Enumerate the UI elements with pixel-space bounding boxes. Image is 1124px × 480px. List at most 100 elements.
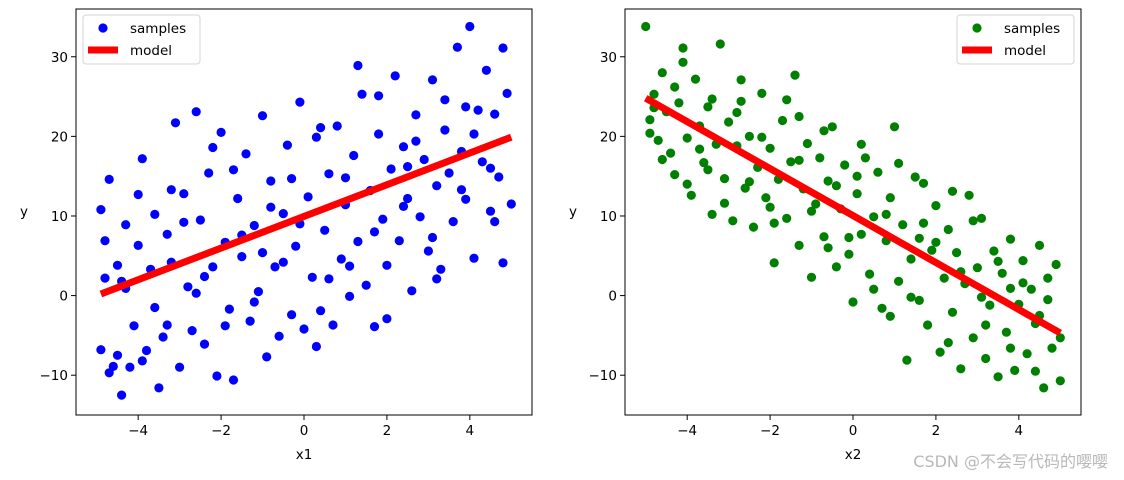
data-point (427, 232, 438, 243)
data-point (415, 212, 425, 222)
data-point (191, 288, 201, 298)
data-point (976, 213, 987, 223)
y-tick-label: 10 (51, 209, 68, 225)
data-point (819, 232, 829, 242)
data-point (844, 249, 854, 259)
data-point (345, 261, 355, 271)
data-point (678, 57, 688, 67)
data-point (885, 193, 895, 203)
data-point (382, 314, 392, 324)
watermark: CSDN @不会写代码的嘤嘤 (913, 452, 1108, 471)
data-point (910, 172, 920, 182)
data-point (266, 202, 276, 212)
data-point (794, 240, 804, 250)
data-point (1047, 343, 1057, 353)
data-point (278, 209, 288, 219)
legend: samples model (956, 14, 1075, 65)
data-point (498, 43, 508, 53)
data-point (270, 262, 280, 272)
y-tick-label: −10 (40, 368, 69, 384)
y-tick-label: 0 (59, 289, 68, 305)
data-point (947, 186, 958, 196)
data-point (170, 118, 181, 128)
data-point (295, 97, 305, 107)
data-point (794, 155, 804, 165)
data-point (935, 347, 945, 357)
data-point (407, 286, 417, 296)
data-point (923, 320, 933, 330)
data-point (806, 272, 817, 282)
x-tick-label: 0 (300, 423, 309, 439)
data-point (361, 280, 371, 290)
data-point (968, 216, 978, 226)
data-point (112, 260, 123, 270)
data-point (869, 212, 879, 222)
data-point (465, 21, 475, 32)
data-point (757, 132, 767, 142)
data-point (653, 135, 663, 145)
data-point (728, 216, 738, 226)
x-tick-label: 0 (849, 423, 858, 439)
data-point (956, 364, 966, 374)
data-point (931, 201, 941, 211)
data-point (686, 190, 696, 200)
data-point (823, 243, 833, 253)
data-point (831, 181, 842, 191)
data-point (440, 95, 450, 105)
data-point (183, 282, 193, 292)
data-point (997, 268, 1007, 278)
data-point (1005, 283, 1016, 293)
data-point (1001, 327, 1012, 337)
data-point (320, 225, 330, 235)
data-point (931, 237, 941, 247)
y-tick-label: 20 (51, 129, 68, 145)
x-tick-label: −2 (760, 423, 780, 439)
data-point (224, 304, 234, 314)
data-point (249, 297, 259, 307)
legend: samples model (82, 14, 201, 65)
data-point (494, 172, 504, 182)
data-point (736, 75, 746, 85)
data-point (682, 179, 692, 189)
data-point (187, 326, 197, 336)
data-point (869, 284, 879, 294)
data-point (141, 345, 152, 356)
data-point (943, 338, 953, 348)
y-tick-label: 10 (600, 209, 617, 225)
data-point (398, 142, 409, 152)
data-point (786, 157, 796, 167)
data-point (1005, 234, 1016, 244)
data-point (761, 193, 771, 203)
data-point (703, 102, 713, 112)
data-point (199, 271, 210, 282)
data-point (158, 332, 168, 342)
data-point (927, 245, 937, 255)
data-point (166, 185, 176, 195)
data-point (150, 302, 160, 313)
data-point (724, 117, 734, 127)
data-point (104, 174, 114, 184)
data-point (378, 214, 388, 224)
plot-marks (96, 21, 516, 400)
y-axis-label: y (20, 204, 28, 220)
data-point (237, 252, 247, 262)
model-line (644, 95, 1062, 337)
data-point (707, 94, 717, 104)
data-point (972, 263, 983, 273)
data-point (324, 169, 334, 179)
data-point (831, 262, 842, 272)
data-point (179, 189, 189, 199)
data-point (411, 136, 421, 146)
data-point (952, 248, 962, 258)
data-point (877, 303, 887, 313)
data-point (324, 274, 334, 284)
data-point (1034, 240, 1045, 250)
data-point (104, 368, 114, 378)
data-point (682, 133, 692, 143)
x-tick-label: 4 (1015, 423, 1024, 439)
data-point (316, 306, 326, 316)
data-point (96, 345, 106, 355)
data-point (287, 174, 297, 184)
data-point (249, 220, 259, 231)
